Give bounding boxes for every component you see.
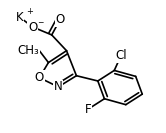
Text: N: N — [54, 80, 63, 93]
Text: F: F — [85, 103, 91, 116]
Text: Cl: Cl — [115, 49, 127, 63]
Text: +: + — [26, 7, 33, 16]
Text: O: O — [28, 20, 37, 34]
Text: O: O — [35, 71, 44, 84]
Text: K: K — [16, 11, 23, 24]
Text: CH₃: CH₃ — [18, 44, 39, 57]
Text: −: − — [38, 18, 44, 27]
Text: O: O — [55, 13, 65, 26]
